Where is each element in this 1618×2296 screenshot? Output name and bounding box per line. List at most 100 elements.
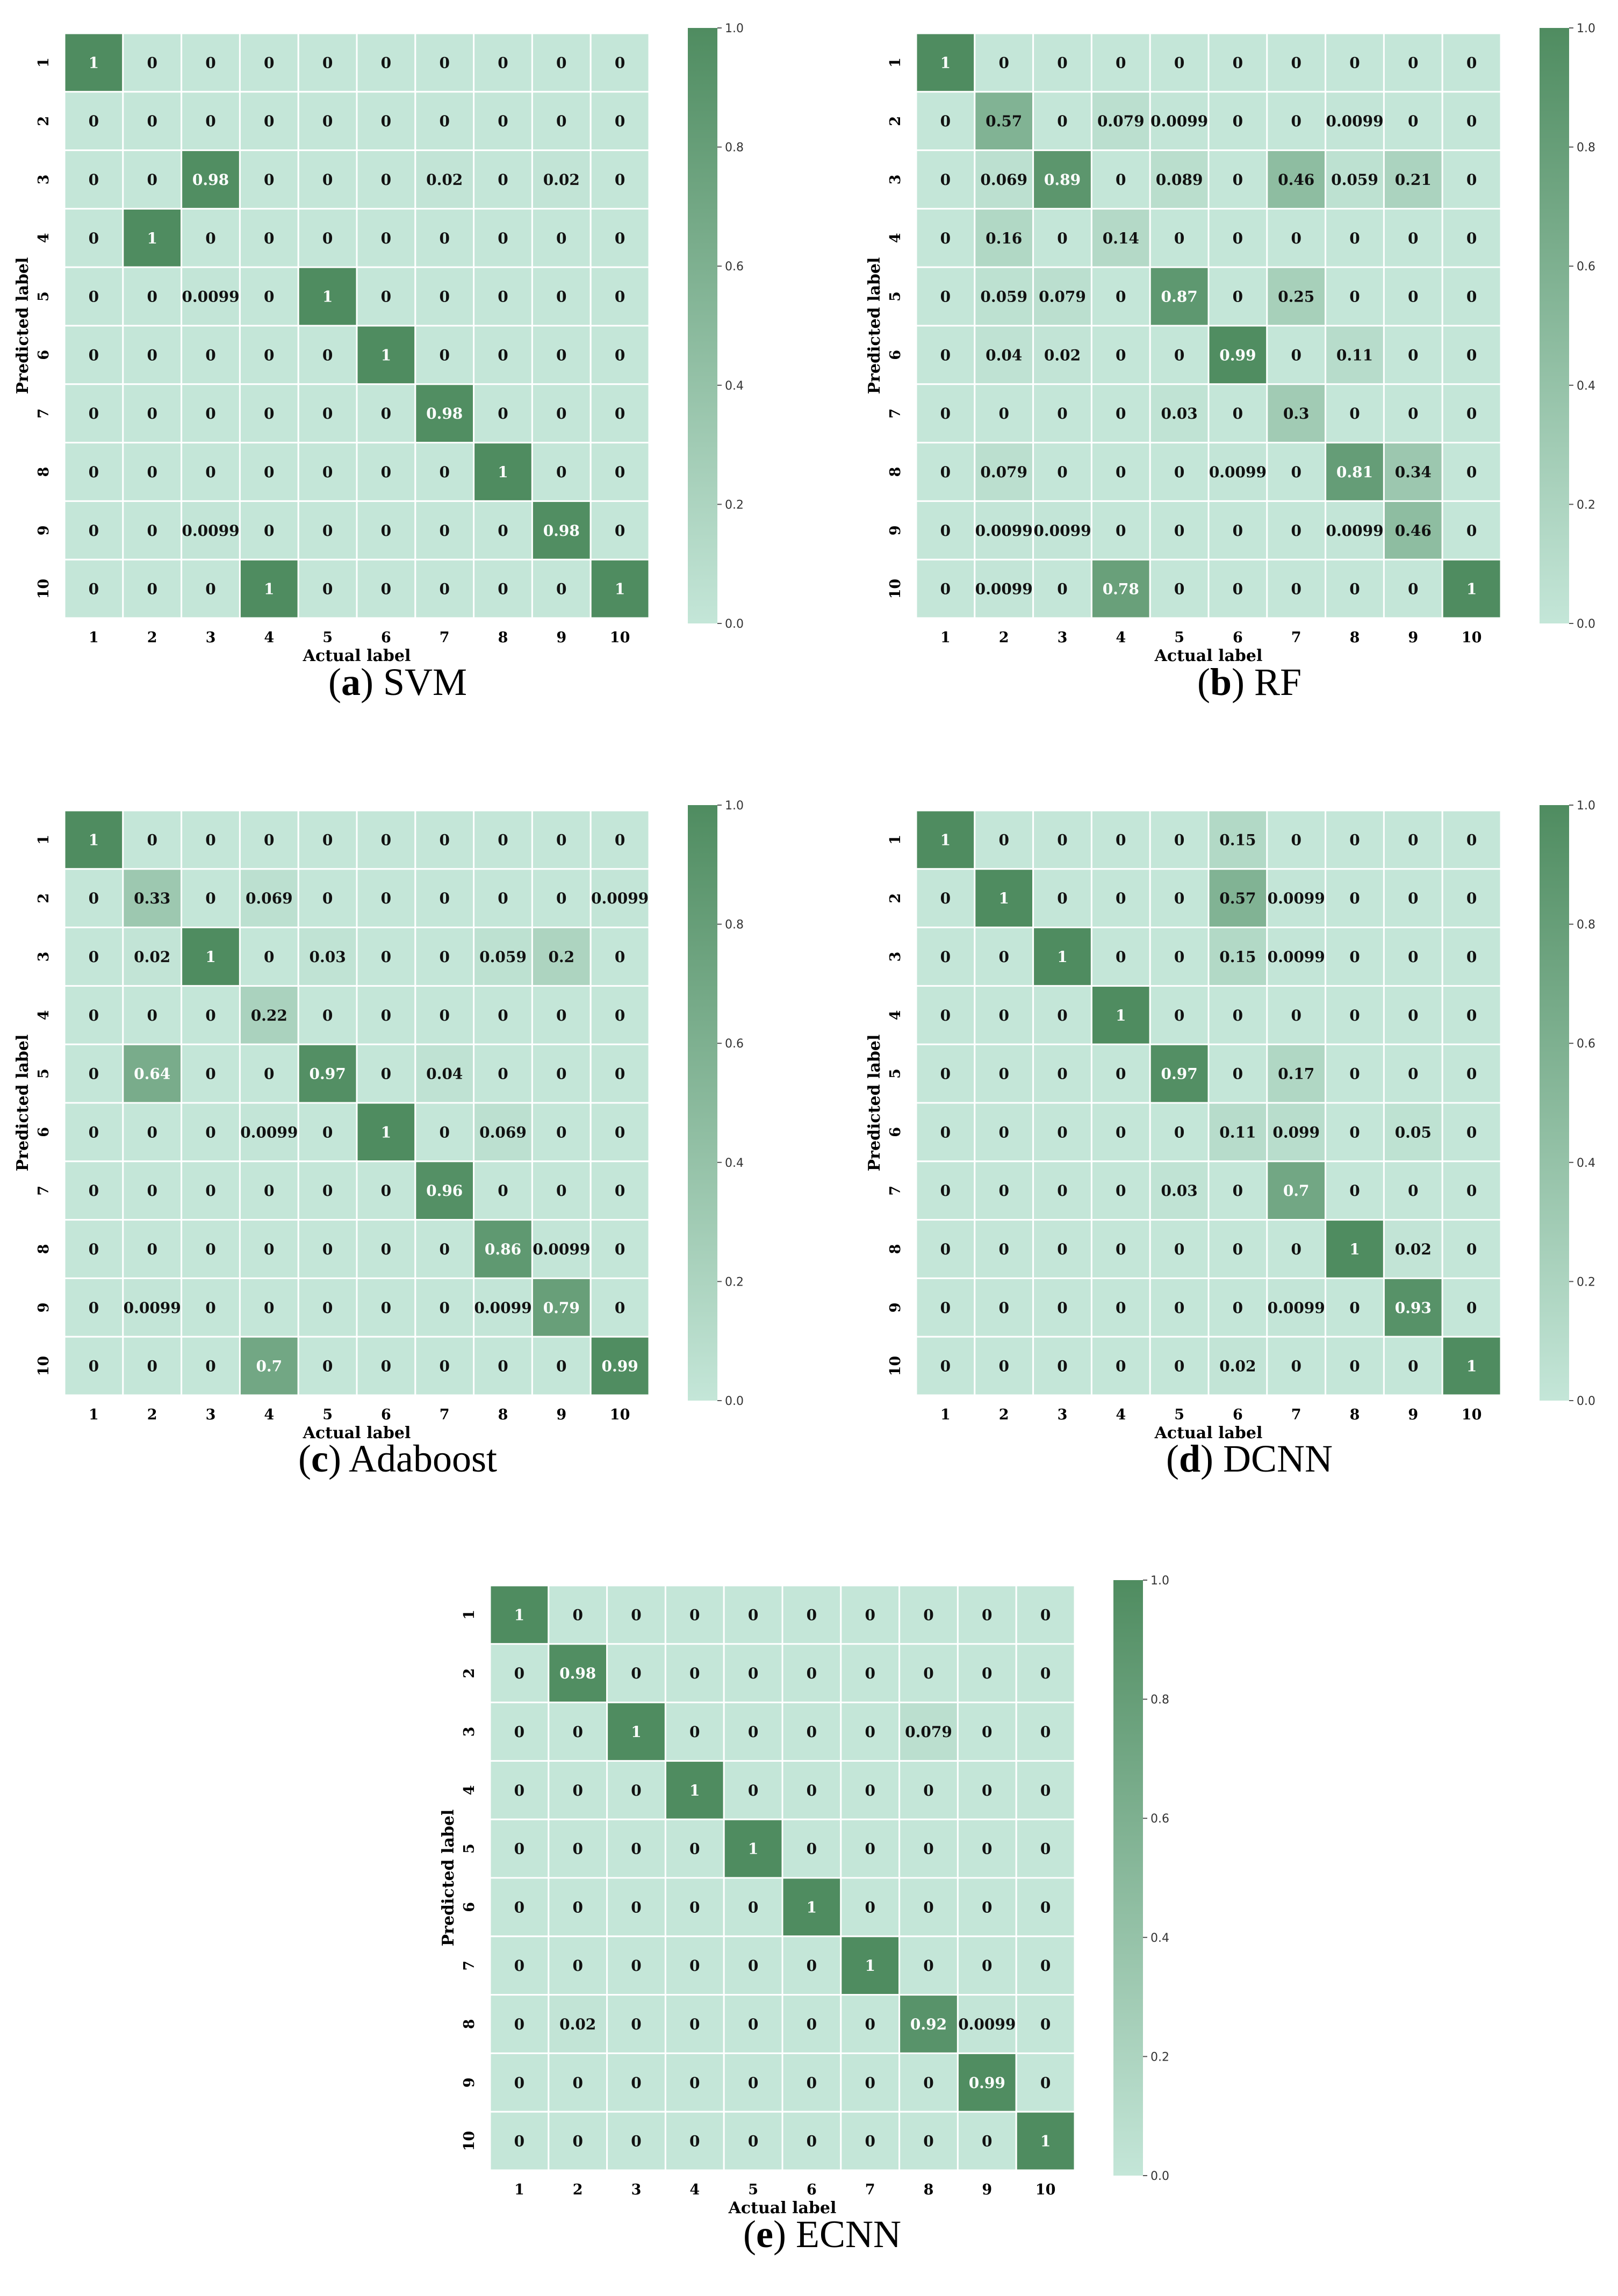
heatmap-cell xyxy=(1032,266,1092,327)
cell-value-label: 0 xyxy=(807,1723,817,1741)
cell-value-label: 0 xyxy=(1174,346,1184,364)
y-tick-label: 9 xyxy=(887,525,904,535)
colorbar-tick-label: 0.0 xyxy=(725,618,744,631)
heatmap-cell xyxy=(181,1336,241,1396)
heatmap-cell xyxy=(531,1219,592,1279)
colorbar-tick-label: 0.2 xyxy=(1577,498,1595,512)
colorbar-tick-label: 0.6 xyxy=(725,260,744,274)
y-tick-label: 6 xyxy=(887,1127,904,1137)
cell-value-label: 0 xyxy=(89,1358,99,1375)
heatmap-cell xyxy=(1032,868,1092,929)
cell-value-label: 0 xyxy=(940,288,951,306)
cell-value-label: 0 xyxy=(205,463,215,481)
cell-value-label: 1 xyxy=(998,889,1009,907)
cell-value-label: 0 xyxy=(514,1723,524,1741)
cell-value-label: 0.059 xyxy=(479,948,527,966)
cell-value-label: 0 xyxy=(923,2074,933,2092)
cell-value-label: 0 xyxy=(1233,288,1243,306)
cell-value-label: 0 xyxy=(1291,580,1301,598)
x-tick-label: 6 xyxy=(807,2182,817,2198)
heatmap-cell xyxy=(239,868,299,929)
x-tick-label: 9 xyxy=(556,629,566,646)
heatmap-cell xyxy=(1383,985,1443,1045)
heatmap-cell xyxy=(414,91,475,152)
cell-value-label: 0 xyxy=(89,948,99,966)
heatmap-cell xyxy=(122,442,183,502)
colorbar-tick-label: 0.6 xyxy=(1150,1812,1169,1826)
heatmap-cell xyxy=(606,1643,666,1704)
cell-value-label: 0 xyxy=(264,831,274,849)
x-tick-label: 3 xyxy=(631,2182,642,2198)
cell-value-label: 0 xyxy=(1233,1182,1243,1200)
cell-value-label: 0 xyxy=(615,1299,625,1317)
heatmap-cell xyxy=(297,1102,358,1163)
heatmap-cell xyxy=(122,1336,183,1396)
cell-value-label: 0 xyxy=(147,580,157,598)
heatmap-cell xyxy=(723,2111,783,2171)
heatmap-cell xyxy=(531,325,592,385)
cell-value-label: 0 xyxy=(1291,346,1301,364)
cell-value-label: 1 xyxy=(381,1123,391,1141)
y-tick-label: 7 xyxy=(887,1186,904,1196)
colorbar-tick-label: 0.8 xyxy=(725,141,744,155)
colorbar-tick-label: 0.2 xyxy=(1577,1275,1595,1289)
heatmap-cell xyxy=(1441,500,1502,561)
cell-value-label: 0 xyxy=(556,288,566,306)
cell-value-label: 0 xyxy=(1174,831,1184,849)
cell-value-label: 0 xyxy=(322,889,333,907)
heatmap-cell xyxy=(1032,1043,1092,1104)
heatmap-cell xyxy=(1383,558,1443,619)
y-tick-label: 10 xyxy=(887,579,904,599)
cell-value-label: 0.079 xyxy=(905,1723,952,1741)
heatmap-cell xyxy=(356,927,416,987)
cell-value-label: 0 xyxy=(1349,1299,1360,1317)
heatmap-cell xyxy=(181,1043,241,1104)
caption-model-name: ECNN xyxy=(795,2213,901,2256)
cell-value-label: 0 xyxy=(147,831,157,849)
cell-value-label: 0 xyxy=(998,1065,1009,1083)
x-tick-label: 2 xyxy=(573,2182,583,2198)
cell-value-label: 0 xyxy=(1174,1007,1184,1024)
x-tick-label: 1 xyxy=(89,629,99,646)
cell-value-label: 0 xyxy=(940,1240,951,1258)
cell-value-label: 0 xyxy=(615,229,625,247)
cell-value-label: 1 xyxy=(1349,1240,1360,1258)
heatmap-cell xyxy=(239,91,299,152)
cell-value-label: 0 xyxy=(205,1240,215,1258)
heatmap-cell xyxy=(589,266,650,327)
cell-value-label: 0 xyxy=(556,346,566,364)
cell-value-label: 0 xyxy=(1408,580,1418,598)
cell-value-label: 0 xyxy=(1116,171,1126,189)
heatmap-cell xyxy=(473,383,533,444)
cell-value-label: 0 xyxy=(1466,948,1477,966)
heatmap-cell xyxy=(63,1336,124,1396)
cell-value-label: 0 xyxy=(89,1182,99,1200)
heatmap-cell xyxy=(915,809,976,870)
cell-value-label: 0 xyxy=(322,1123,333,1141)
cell-value-label: 0 xyxy=(940,889,951,907)
heatmap-cell xyxy=(356,442,416,502)
cell-value-label: 0 xyxy=(381,948,391,966)
cell-value-label: 0 xyxy=(205,580,215,598)
cell-value-label: 0 xyxy=(556,1182,566,1200)
cell-value-label: 0 xyxy=(322,1358,333,1375)
heatmap-cell xyxy=(781,1702,842,1762)
heatmap-cell xyxy=(723,1877,783,1938)
cell-value-label: 0 xyxy=(498,54,508,71)
heatmap-cell xyxy=(974,325,1034,385)
cell-value-label: 0 xyxy=(514,1664,524,1682)
cell-value-label: 0 xyxy=(1057,229,1067,247)
cell-value-label: 0 xyxy=(556,1007,566,1024)
heatmap-cell xyxy=(473,1043,533,1104)
cell-value-label: 0 xyxy=(1466,463,1477,481)
heatmap-cell xyxy=(1441,32,1502,93)
colorbar-tick-label: 0.8 xyxy=(1150,1694,1169,1707)
heatmap-cell xyxy=(723,1818,783,1879)
cell-value-label: 0 xyxy=(1116,346,1126,364)
cell-value-label: 0 xyxy=(205,229,215,247)
heatmap-cell xyxy=(414,1219,475,1279)
heatmap-cell xyxy=(356,1043,416,1104)
cell-value-label: 0 xyxy=(381,1299,391,1317)
cell-value-label: 0 xyxy=(381,889,391,907)
cell-value-label: 0 xyxy=(940,1007,951,1024)
